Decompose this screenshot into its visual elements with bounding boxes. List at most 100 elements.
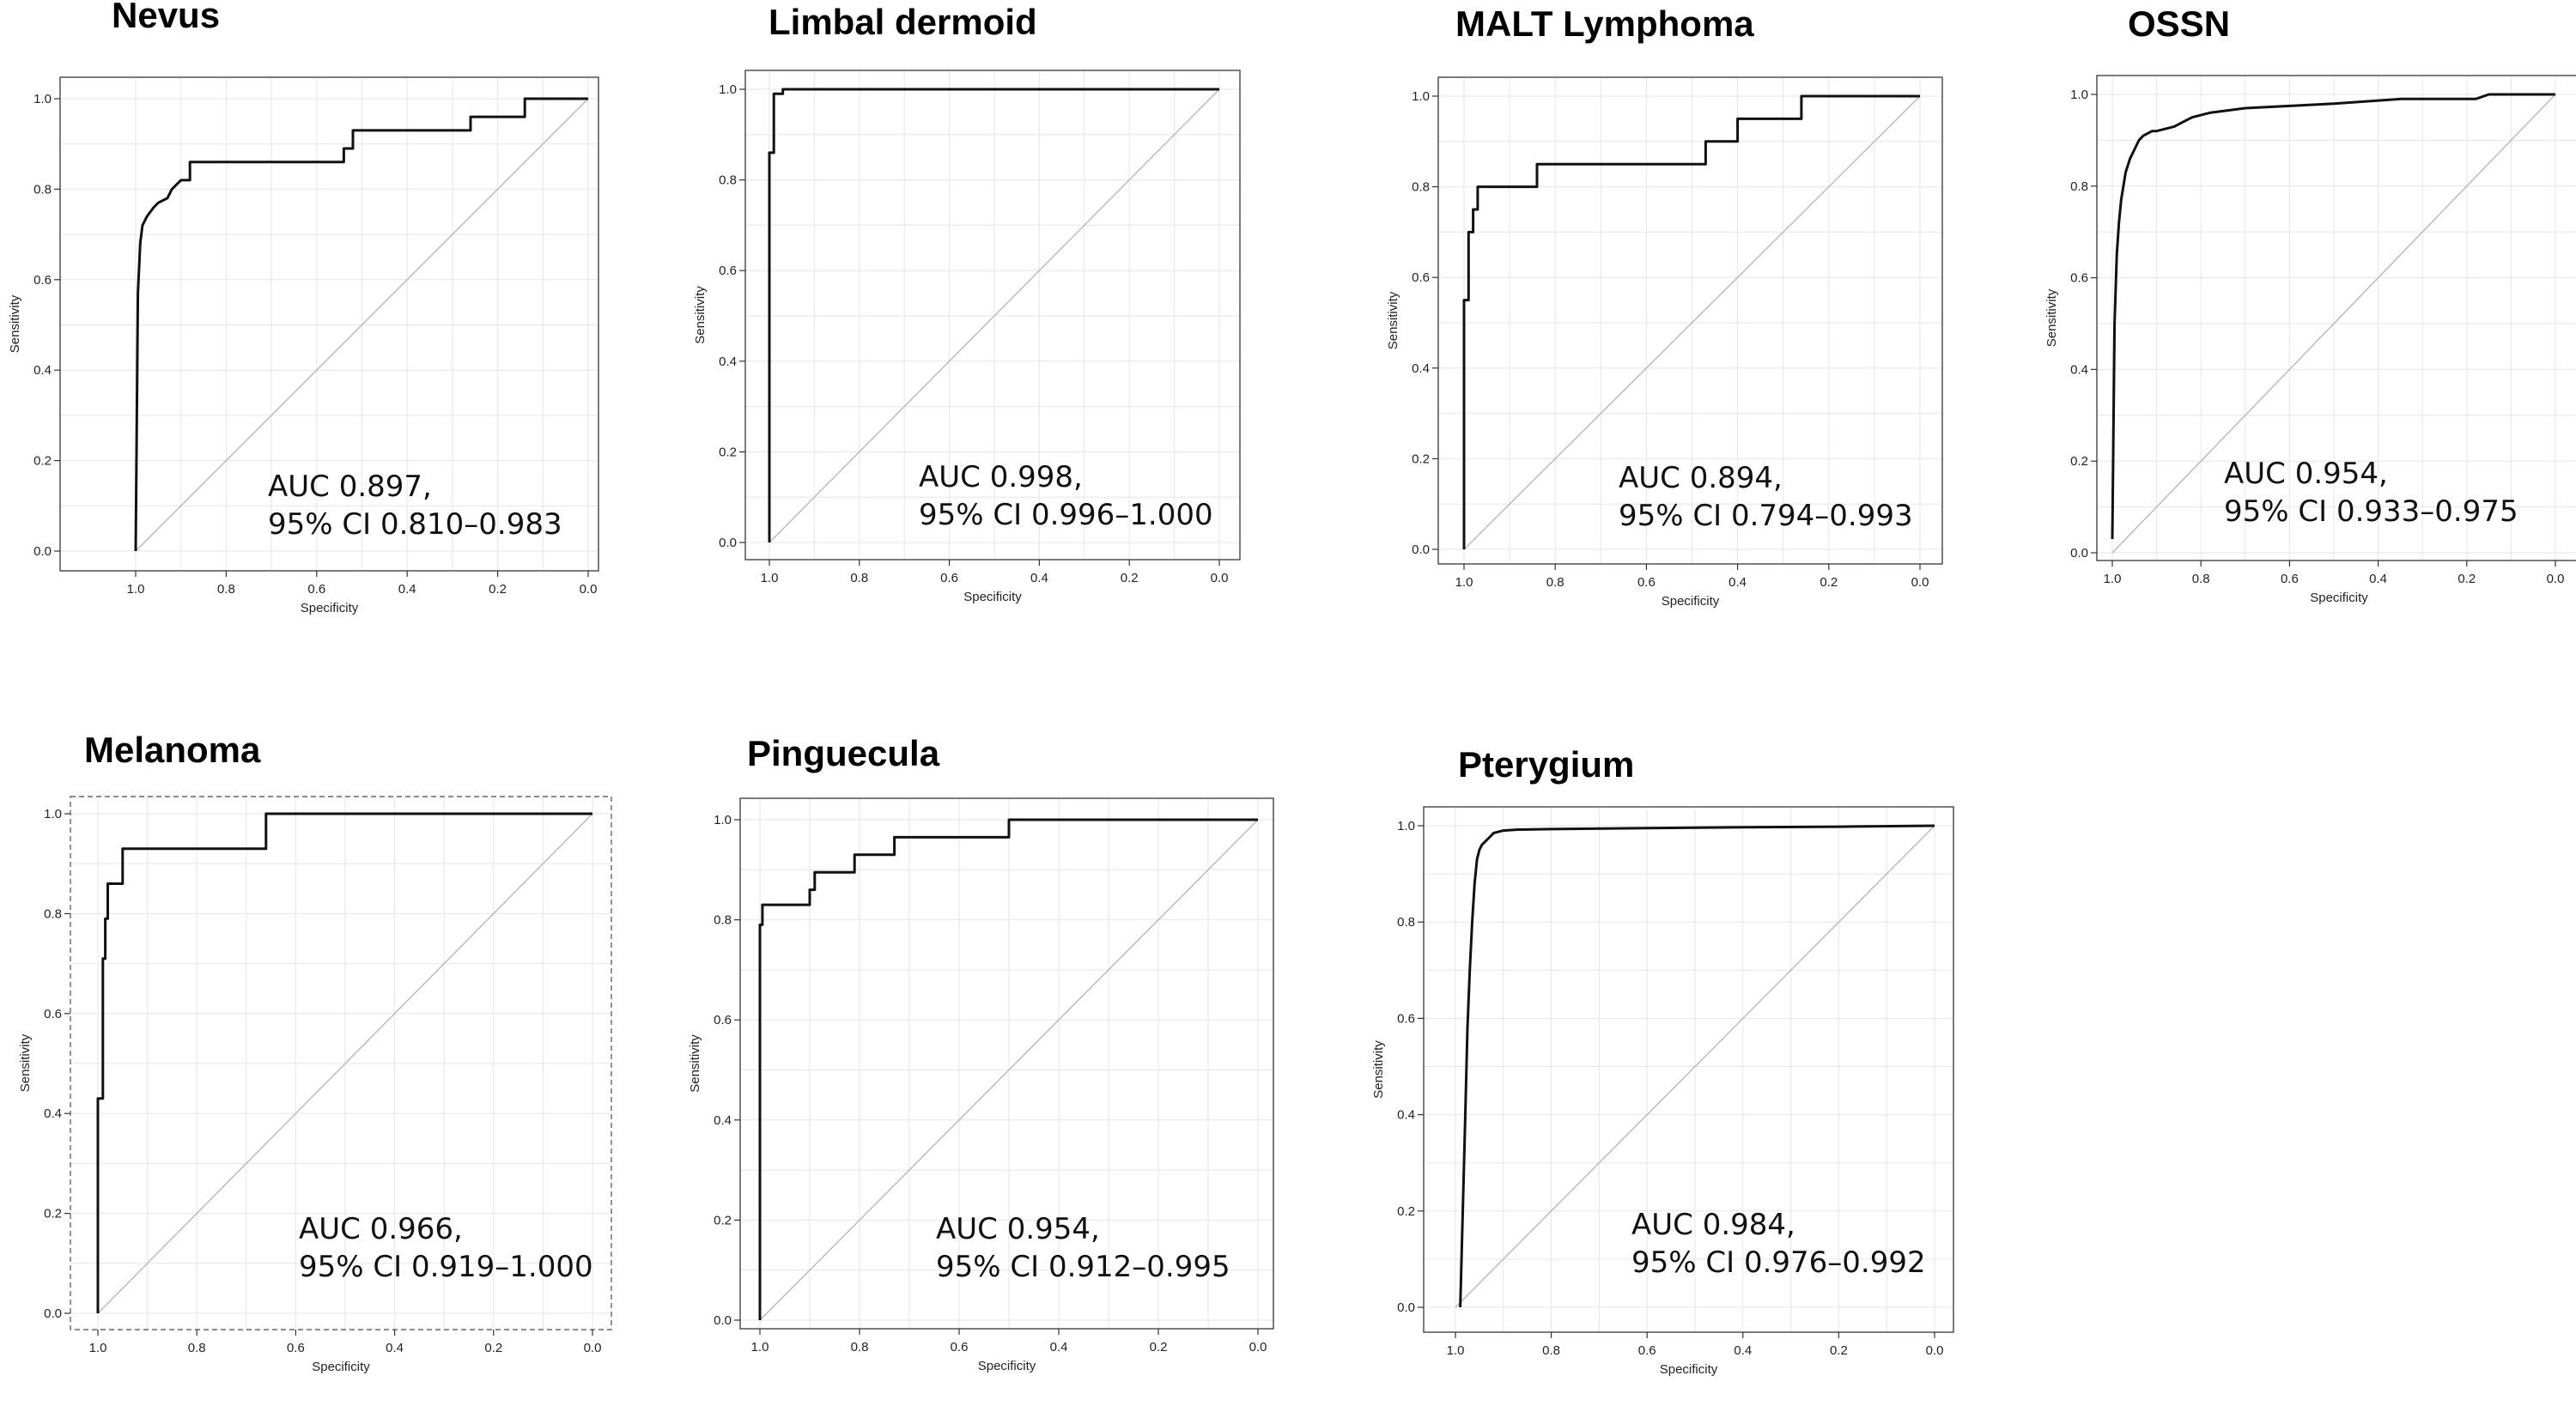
x-tick-label: 0.8 [850,571,868,585]
reference-diagonal [759,819,1259,1321]
x-tick-label: 0.4 [1030,571,1048,585]
y-tick-label: 0.6 [44,1007,62,1021]
y-tick-label: 1.0 [714,813,732,827]
x-axis-title: Specificity [2310,591,2368,605]
plot-frame [59,76,599,572]
y-tick-label: 0.2 [1412,451,1430,466]
y-tick-label: 0.2 [719,445,737,459]
x-tick-label: 1.0 [1447,1343,1465,1358]
roc-panel-4: 1.0 0.8 0.6 0.4 0.2 0.0 0.0 0.2 0.4 0.6 0.8 1.0 Spec… [18,730,612,1374]
x-axis-title: Specificity [963,590,1022,604]
panel-title: Limbal dermoid [769,2,1037,42]
y-tick-label: 1.0 [1397,819,1415,833]
roc-panel-5: 1.0 0.8 0.6 0.4 0.2 0.0 0.0 0.2 0.4 0.6 0.8 1.0 Spec… [688,733,1274,1373]
x-tick-label: 0.4 [2369,572,2387,586]
x-tick-label: 0.2 [1121,571,1139,585]
plot-frame [1423,806,1954,1333]
roc-panel-1: 1.0 0.8 0.6 0.4 0.2 0.0 0.0 0.2 0.4 0.6 0.8 1.0 Spec… [693,2,1241,604]
y-axis-title: Sensitivity [693,286,708,344]
y-tick-label: 0.6 [1397,1011,1415,1026]
y-tick-label: 0.2 [1397,1204,1415,1219]
y-tick-label: 0.4 [1397,1108,1415,1123]
panel-title: MALT Lymphoma [1455,3,1754,44]
y-tick-label: 0.8 [33,182,52,197]
x-tick-label: 0.6 [1637,575,1656,590]
auc-annotation: AUC 0.954, [2224,457,2388,491]
roc-curve [96,812,592,1313]
x-tick-label: 0.8 [1546,575,1564,590]
x-axis-title: Specificity [1662,594,1720,609]
reference-diagonal [769,88,1220,543]
auc-annotation: 95% CI 0.933–0.975 [2224,494,2518,529]
x-tick-label: 0.0 [584,1341,602,1355]
x-tick-label: 0.2 [1820,575,1838,590]
x-tick-label: 0.4 [398,582,416,597]
y-tick-label: 0.0 [33,544,52,559]
x-tick-label: 0.8 [2192,572,2210,586]
y-tick-label: 0.6 [2070,271,2088,286]
auc-annotation: 95% CI 0.794–0.993 [1619,499,1913,533]
y-tick-label: 0.4 [2070,362,2088,377]
plot-frame [2096,75,2576,561]
y-axis-title: Sensitivity [8,294,22,353]
x-tick-label: 0.2 [489,582,507,597]
x-tick-label: 0.6 [287,1341,305,1355]
x-tick-label: 1.0 [127,582,145,597]
reference-diagonal [2111,94,2556,554]
x-tick-label: 0.6 [307,582,325,597]
y-tick-label: 0.4 [44,1106,62,1121]
y-tick-label: 0.2 [33,454,52,469]
y-tick-label: 0.8 [1412,180,1430,195]
roc-curve [768,88,1219,542]
y-axis-title: Sensitivity [18,1033,33,1092]
y-tick-label: 0.8 [1397,915,1415,930]
auc-annotation: 95% CI 0.810–0.983 [268,507,562,542]
y-tick-label: 0.4 [1412,361,1430,376]
x-axis-title: Specificity [978,1359,1036,1373]
auc-annotation: 95% CI 0.976–0.992 [1631,1245,1926,1280]
x-tick-label: 0.2 [484,1341,502,1355]
x-tick-label: 0.8 [217,582,235,597]
roc-curve [758,818,1258,1320]
y-tick-label: 0.0 [44,1306,62,1321]
x-tick-label: 0.6 [940,571,958,585]
y-tick-label: 0.0 [1397,1300,1415,1315]
x-tick-label: 0.0 [2547,572,2565,586]
x-tick-label: 0.4 [1050,1340,1068,1354]
x-tick-label: 0.6 [2281,572,2299,586]
x-tick-label: 0.8 [851,1340,869,1354]
y-axis-title: Sensitivity [1386,291,1400,349]
panel-title: Nevus [112,0,220,35]
x-axis-title: Specificity [1660,1362,1718,1377]
y-tick-label: 0.2 [714,1213,732,1227]
y-tick-label: 1.0 [719,82,737,97]
y-tick-label: 0.8 [44,906,62,921]
roc-curve [2111,93,2555,540]
auc-annotation: 95% CI 0.919–1.000 [299,1250,593,1284]
roc-panel-3: 1.0 0.8 0.6 0.4 0.2 0.0 0.0 0.2 0.4 0.6 0.8 1.0 Spec… [2044,3,2576,605]
y-tick-label: 0.6 [719,264,737,278]
roc-curve [1459,824,1935,1308]
y-tick-label: 1.0 [2070,88,2088,102]
y-tick-label: 0.2 [44,1207,62,1221]
auc-annotation: AUC 0.897, [268,470,432,504]
y-tick-label: 0.4 [714,1113,732,1128]
y-axis-title: Sensitivity [688,1034,702,1093]
y-tick-label: 0.6 [33,273,52,288]
roc-curve [1462,94,1920,549]
x-tick-label: 0.8 [1542,1343,1560,1358]
y-tick-label: 0.8 [714,913,732,928]
roc-curve [134,97,588,552]
y-tick-label: 1.0 [33,92,52,106]
roc-panel-0: 1.0 0.8 0.6 0.4 0.2 0.0 0.0 0.2 0.4 0.6 0.8 1.0 Spec… [8,0,599,615]
x-tick-label: 0.4 [1734,1343,1752,1358]
auc-annotation: AUC 0.998, [919,460,1083,494]
panel-title: Pinguecula [747,733,940,773]
x-tick-label: 0.0 [1911,575,1929,590]
y-tick-label: 0.0 [714,1313,732,1328]
x-tick-label: 0.6 [951,1340,969,1354]
auc-annotation: AUC 0.966, [299,1212,463,1246]
x-tick-label: 1.0 [761,571,779,585]
x-tick-label: 0.6 [1638,1343,1656,1358]
